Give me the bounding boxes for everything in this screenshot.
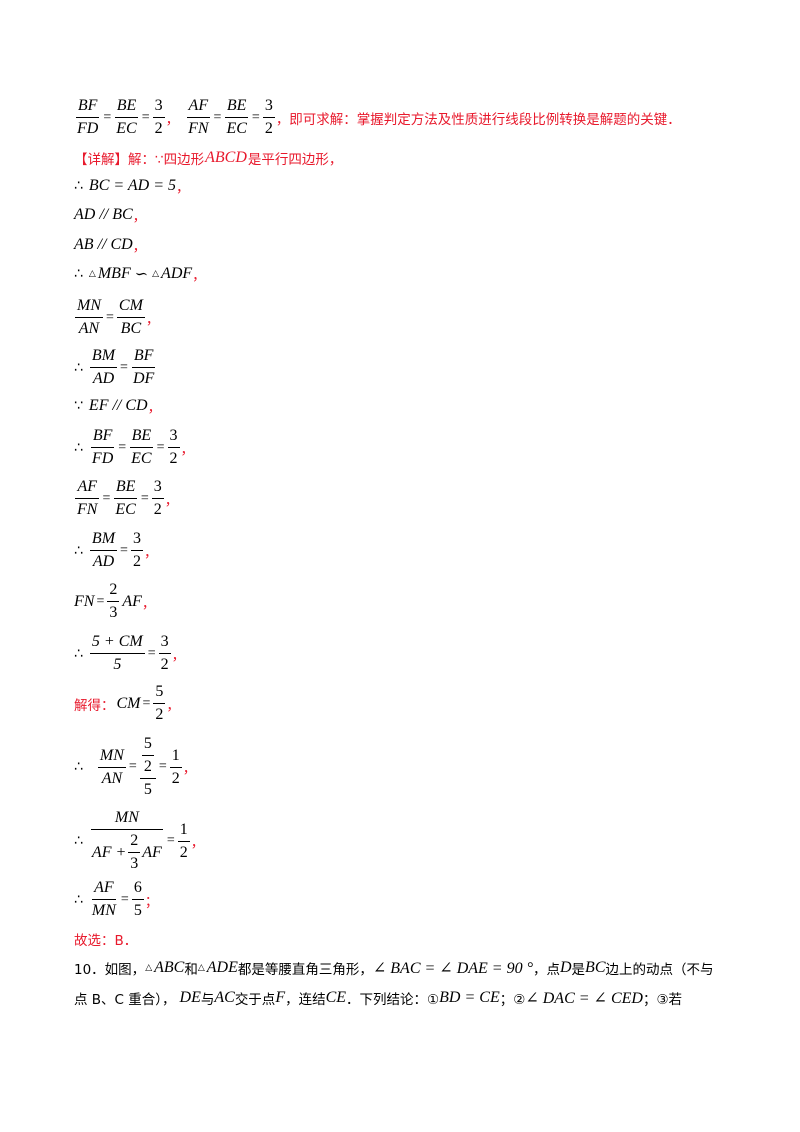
fraction: BM AD	[89, 347, 118, 387]
fraction: AF FN	[186, 97, 211, 137]
step-bc-ad: ∴ BC = AD = 5 ，	[74, 177, 190, 196]
step-ab-parallel-cd: AB // CD ，	[74, 236, 147, 255]
solve-label: 解得：	[74, 697, 115, 714]
fraction: BE EC	[114, 97, 139, 137]
answer-choice: 故选：B．	[74, 933, 138, 949]
fraction: AF MN	[91, 879, 116, 919]
question-10-line2: 点 B、C 重合）， DE 与 AC 交于点 F ，连结 CE ．下列结论：① …	[74, 989, 683, 1008]
fraction: 5 + CM 5	[89, 633, 145, 673]
detail-text: 是平行四边形，	[247, 152, 343, 168]
fraction: MN AN	[97, 746, 126, 787]
detail-text: 解：∵四边形	[128, 152, 205, 168]
triangle-icon: △	[152, 269, 160, 279]
fraction: BE EC	[113, 478, 138, 518]
detail-label: 【详解】	[74, 152, 128, 168]
step-similar-triangles: ∴ △ MBF ∽ △ ADF ，	[74, 265, 206, 284]
step-ad-parallel-bc: AD // BC ，	[74, 206, 147, 225]
separator: ，	[165, 111, 180, 128]
expression: EF // CD	[88, 397, 148, 414]
hint-text: ，即可求解：掌握判定方法及性质进行线段比例转换是解题的关键．	[275, 111, 681, 128]
step-ratio-mn-an: MN AN = CM BC ，	[75, 297, 160, 337]
fraction: BF FD	[75, 97, 100, 137]
triangle-icon: △	[88, 269, 96, 279]
fraction: BF DF	[131, 347, 156, 387]
expression: AB // CD	[74, 236, 133, 253]
detail-heading: 【详解】 解：∵四边形 ABCD 是平行四边形，	[74, 148, 342, 168]
question-10-line1: 10．如图， △ ABC 和 △ ADE 都是等腰直角三角形， ∠ BAC = …	[74, 959, 714, 978]
triangle-icon: △	[197, 963, 205, 973]
fraction: BE EC	[129, 427, 154, 467]
fraction: AF FN	[75, 478, 99, 518]
expression: BC = AD = 5	[88, 177, 176, 194]
fraction: MN AN	[75, 297, 103, 337]
step-ef-parallel-cd: ∵ EF // CD ，	[74, 397, 162, 416]
quad-name: ABCD	[205, 149, 247, 166]
step-ratio-bm-ad: ∴ BM AD = BF DF	[74, 347, 156, 387]
fraction: CM BC	[116, 297, 145, 337]
fraction: BM AD	[89, 530, 118, 570]
fraction: BE EC	[224, 97, 249, 137]
triangle-icon: △	[145, 963, 153, 973]
fraction: BF FD	[90, 427, 115, 467]
expression: AD // BC	[74, 206, 133, 223]
